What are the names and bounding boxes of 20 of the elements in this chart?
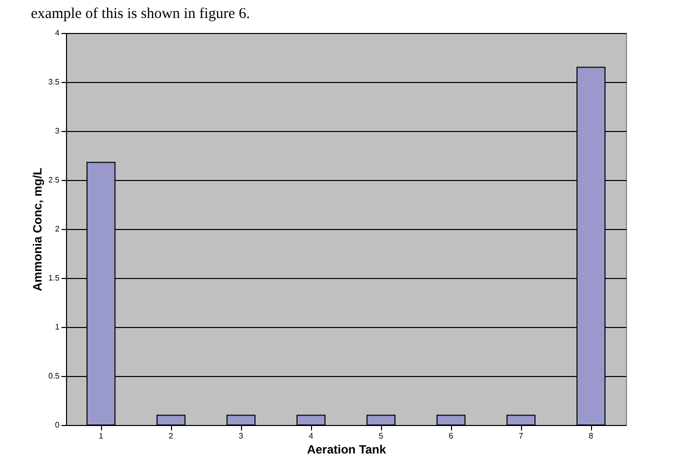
y-tick-label: 1 xyxy=(55,322,60,332)
x-tick-label: 7 xyxy=(518,432,524,440)
y-tick-label: 3 xyxy=(55,126,60,136)
y-tick-label: 3.5 xyxy=(48,78,60,86)
x-tick-label: 8 xyxy=(588,432,594,440)
x-tick-label: 1 xyxy=(98,432,104,440)
x-tick-label: 6 xyxy=(448,432,454,440)
y-axis-title: Ammonia Conc, mg/L xyxy=(30,168,44,292)
y-tick-label: 0.5 xyxy=(48,372,60,380)
y-tick-label: 4 xyxy=(55,28,60,38)
y-tick-label: 1.5 xyxy=(48,274,60,282)
x-tick-label: 4 xyxy=(308,432,314,440)
y-tick-label: 0 xyxy=(55,420,60,430)
x-axis-title: Aeration Tank xyxy=(306,442,386,456)
y-tick-label: 2 xyxy=(55,224,60,234)
x-tick-label: 2 xyxy=(168,432,174,440)
x-tick-label: 3 xyxy=(238,432,244,440)
text: example of this is shown in figure 6. xyxy=(30,6,250,22)
y-tick-label: 2.5 xyxy=(48,176,60,184)
x-tick-label: 5 xyxy=(378,432,384,440)
